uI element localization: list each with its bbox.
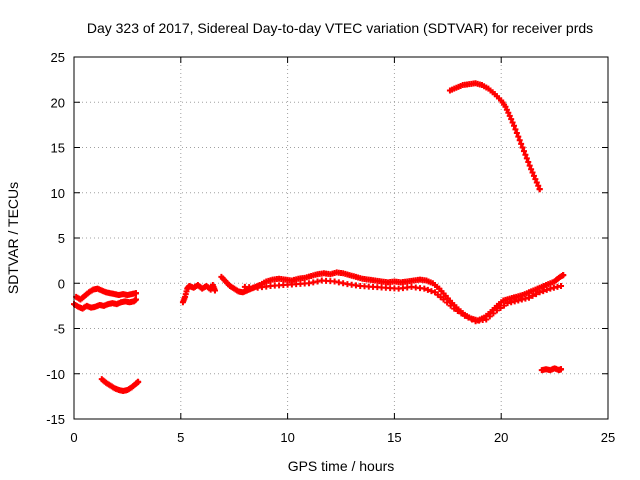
data-point (132, 290, 139, 297)
x-tick-label: 15 (387, 430, 401, 445)
chart-title: Day 323 of 2017, Sidereal Day-to-day VTE… (87, 20, 593, 36)
data-point (506, 112, 513, 119)
y-tick-label: 10 (51, 186, 65, 201)
data-point (512, 126, 519, 133)
y-axis-label: SDTVAR / TECUs (5, 182, 21, 294)
y-tick-label: -5 (53, 322, 65, 337)
y-tick-label: 20 (51, 95, 65, 110)
data-point (508, 116, 515, 123)
data-point (513, 130, 520, 137)
data-point (211, 287, 218, 294)
data-point (493, 307, 500, 314)
data-point (501, 302, 508, 309)
data-point (454, 308, 461, 315)
data-point (532, 176, 539, 183)
grid (74, 57, 608, 419)
x-tick-label: 5 (177, 430, 184, 445)
data-point (522, 151, 529, 158)
data-point (447, 302, 454, 309)
data-point (502, 103, 509, 110)
data-point (503, 106, 510, 113)
data-point (509, 119, 516, 126)
data-point (421, 285, 428, 292)
series-arc-4 (218, 269, 567, 324)
y-tick-label: -10 (46, 367, 65, 382)
data-point (486, 313, 493, 320)
data-point (529, 292, 536, 299)
y-tick-label: 25 (51, 50, 65, 65)
data-point (483, 316, 490, 323)
data-point (528, 166, 535, 173)
data-point (535, 182, 542, 189)
data-point (465, 314, 472, 321)
data-point (536, 289, 543, 296)
data-point (428, 288, 435, 295)
axis-ticks: 0 5 10 15 20 25 -15 -10 -5 0 5 10 15 20 25 (46, 50, 615, 445)
series-arc-1a (71, 296, 139, 312)
data-point (451, 305, 458, 312)
data-point (135, 378, 142, 385)
data-point (536, 186, 543, 193)
data-point (523, 155, 530, 162)
data-point (497, 304, 504, 311)
data-point (558, 366, 565, 373)
data-point (440, 296, 447, 303)
data-point (461, 312, 468, 319)
y-tick-label: -15 (46, 412, 65, 427)
data-point (533, 291, 540, 298)
data-point (543, 286, 550, 293)
series-arc-1b (73, 285, 139, 303)
data-point (424, 286, 431, 293)
data-point (530, 172, 537, 179)
x-tick-label: 0 (70, 430, 77, 445)
data-point (132, 296, 139, 303)
data-point (444, 299, 451, 306)
y-tick-label: 0 (58, 276, 65, 291)
series-arc-2 (98, 376, 142, 394)
data-point (520, 148, 527, 155)
data-point (529, 169, 536, 176)
data-point (505, 109, 512, 116)
data-point (458, 310, 465, 317)
data-point (516, 137, 523, 144)
data-point (533, 179, 540, 186)
data-point (558, 282, 565, 289)
data-point (515, 133, 522, 140)
data-points (71, 80, 567, 394)
y-tick-label: 5 (58, 231, 65, 246)
x-tick-label: 20 (494, 430, 508, 445)
data-point (518, 140, 525, 147)
series-arc-4b (241, 277, 565, 325)
data-point (469, 316, 476, 323)
x-axis-label: GPS time / hours (288, 458, 395, 474)
y-tick-label: 15 (51, 141, 65, 156)
x-tick-label: 10 (280, 430, 294, 445)
series-arc-6 (538, 365, 565, 374)
series-arc-3 (179, 282, 218, 306)
data-point (526, 162, 533, 169)
x-tick-label: 25 (601, 430, 615, 445)
data-point (490, 310, 497, 317)
data-point (519, 144, 526, 151)
data-point (560, 272, 567, 279)
data-point (511, 122, 518, 129)
data-point (540, 288, 547, 295)
series-arc-5 (446, 80, 543, 193)
data-point (525, 294, 532, 301)
data-point (525, 158, 532, 165)
